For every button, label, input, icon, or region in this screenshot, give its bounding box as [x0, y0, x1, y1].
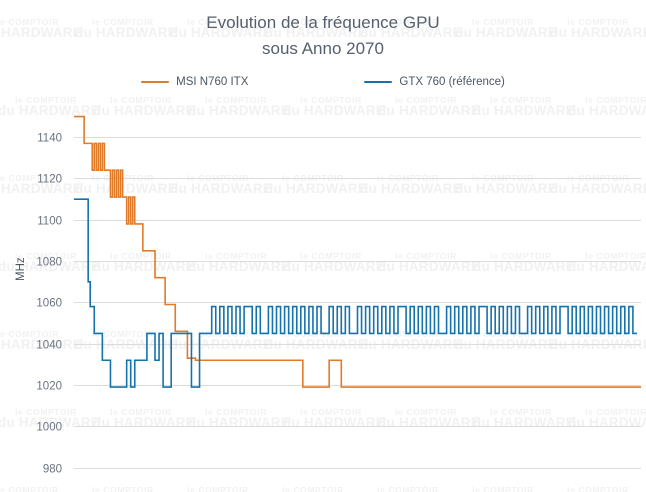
legend-label: GTX 760 (référence)	[399, 76, 505, 88]
legend-swatch-icon	[141, 81, 170, 83]
y-tick-label: 1000	[36, 422, 62, 434]
y-axis-title: MHz	[15, 257, 27, 281]
legend-item-msi-n760-itx[interactable]: MSI N760 ITX	[141, 76, 248, 88]
y-tick-label: 1120	[37, 174, 62, 186]
legend-item-gtx-760-reference[interactable]: GTX 760 (référence)	[364, 76, 505, 88]
chart-legend: MSI N760 ITX GTX 760 (référence)	[0, 76, 646, 88]
chart-title: Evolution de la fréquence GPU	[206, 13, 440, 32]
y-tick-label: 980	[43, 464, 62, 476]
series-line-msi-n760-itx	[74, 115, 641, 388]
legend-swatch-icon	[364, 81, 393, 83]
y-tick-label: 1060	[36, 298, 62, 310]
chart-title-block: Evolution de la fréquence GPU sous Anno …	[0, 10, 646, 62]
y-tick-label: 1040	[36, 340, 62, 352]
y-tick-label: 1140	[37, 133, 62, 145]
y-tick-label: 1100	[37, 216, 62, 228]
legend-label: MSI N760 ITX	[176, 76, 249, 88]
y-tick-label: 1020	[36, 381, 62, 393]
chart-subtitle: sous Anno 2070	[262, 39, 384, 58]
y-tick-label: 1080	[36, 257, 62, 269]
series-line-gtx-760-reference	[74, 198, 637, 388]
